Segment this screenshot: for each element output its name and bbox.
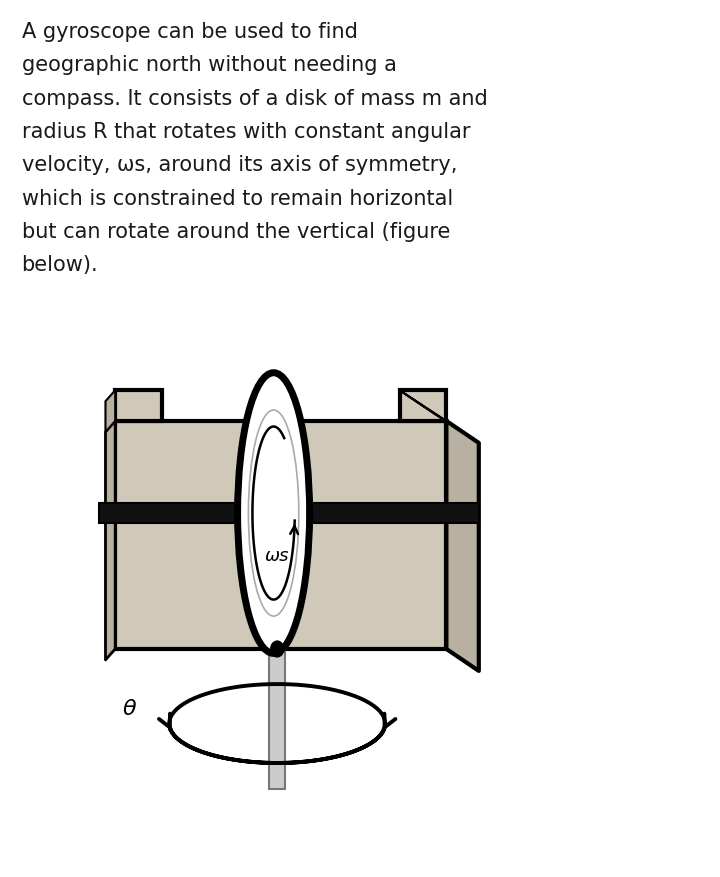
Text: geographic north without needing a: geographic north without needing a [22, 55, 397, 75]
Circle shape [271, 641, 284, 657]
Text: θ: θ [122, 699, 136, 719]
Bar [99, 503, 479, 523]
Polygon shape [400, 390, 479, 443]
Text: velocity, ωs, around its axis of symmetry,: velocity, ωs, around its axis of symmetr… [22, 155, 457, 175]
Text: below).: below). [22, 255, 98, 275]
Text: compass. It consists of a disk of mass m and: compass. It consists of a disk of mass m… [22, 89, 487, 109]
Polygon shape [105, 390, 115, 431]
Bar [400, 390, 446, 421]
Text: A gyroscope can be used to find: A gyroscope can be used to find [22, 22, 357, 42]
Polygon shape [105, 421, 115, 660]
Text: ωs: ωs [265, 547, 289, 566]
Bar [115, 390, 162, 421]
Polygon shape [446, 421, 479, 671]
Text: radius R that rotates with constant angular: radius R that rotates with constant angu… [22, 122, 470, 142]
Bar [269, 649, 285, 789]
Ellipse shape [238, 373, 310, 653]
Text: but can rotate around the vertical (figure: but can rotate around the vertical (figu… [22, 222, 450, 242]
Text: which is constrained to remain horizontal: which is constrained to remain horizonta… [22, 189, 453, 209]
Bar [115, 421, 446, 649]
